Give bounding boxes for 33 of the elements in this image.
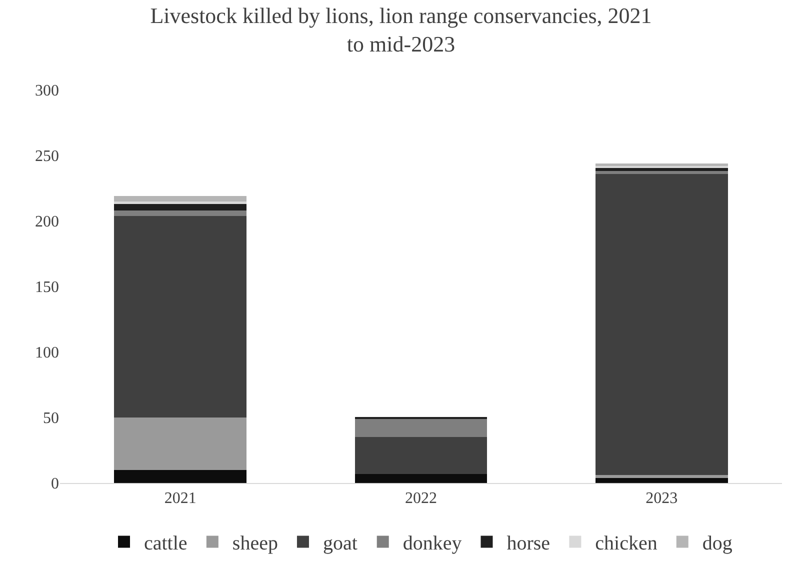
bar: [114, 201, 247, 204]
bar: [354, 437, 488, 474]
y-tick-label: 100: [35, 344, 59, 362]
bar: [595, 174, 728, 476]
bar: [114, 196, 247, 202]
bar: [354, 418, 488, 438]
legend-label: cattle: [144, 532, 188, 555]
bar: [595, 163, 728, 166]
y-tick-label: 0: [51, 476, 59, 493]
bar: [114, 470, 247, 483]
bar: [114, 204, 247, 211]
bar: [354, 474, 488, 483]
legend-label: horse: [506, 532, 550, 555]
x-tick-label: 2021: [164, 490, 196, 508]
chart-title: Livestock killed by lions, lion range conservancies, 2021 to mid-2023: [150, 2, 652, 57]
y-tick-label: 200: [35, 214, 59, 231]
legend-label: sheep: [232, 532, 278, 555]
y-tick-label: 150: [35, 279, 59, 296]
x-tick-label: 2022: [405, 490, 437, 508]
legend-label: dog: [702, 532, 732, 555]
bar: [595, 478, 728, 483]
bar: [114, 210, 247, 216]
y-tick-label: 50: [43, 410, 59, 428]
y-tick-label: 250: [35, 148, 59, 166]
bar: [595, 475, 728, 478]
legend-label: goat: [322, 532, 358, 555]
bar: [114, 216, 247, 418]
bar: [114, 418, 247, 470]
bar: [595, 171, 728, 174]
y-tick-label: 300: [35, 82, 59, 100]
x-tick-label: 2023: [646, 490, 678, 508]
legend-label: donkey: [402, 532, 462, 555]
legend-label: chicken: [595, 532, 658, 555]
